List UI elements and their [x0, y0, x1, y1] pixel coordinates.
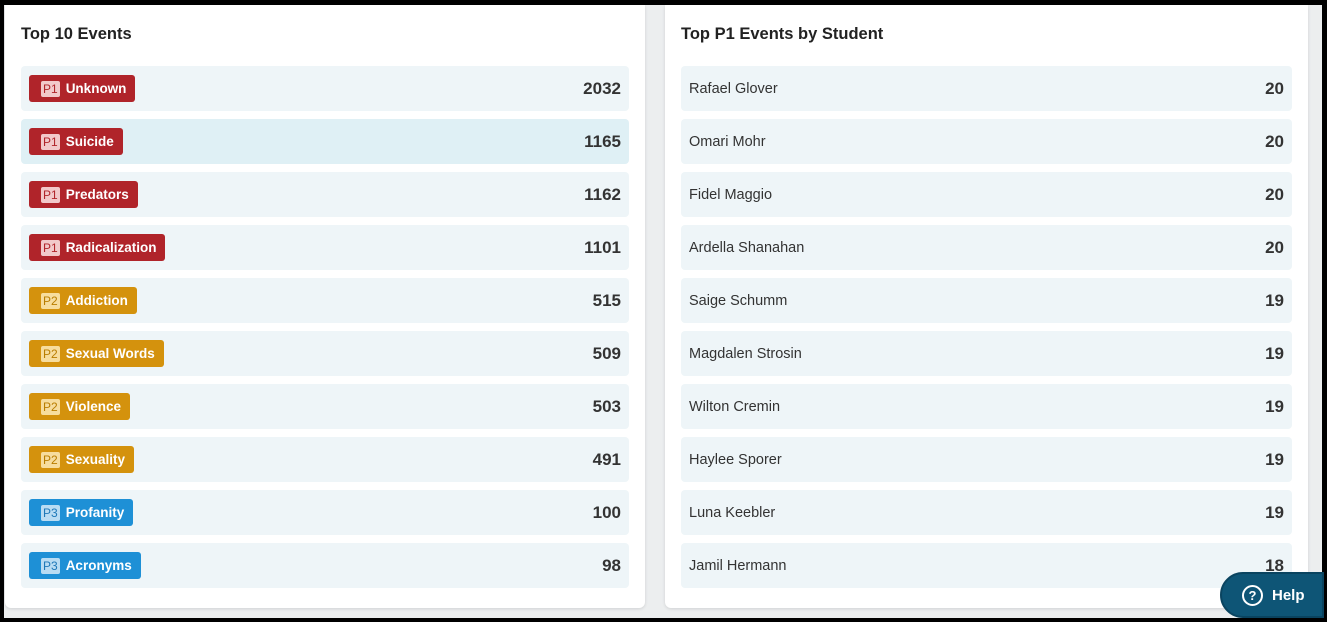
event-label: Violence [65, 399, 121, 414]
priority-tag: P2 [41, 398, 60, 415]
panel-title: Top 10 Events [21, 25, 132, 43]
event-count: 1101 [584, 237, 621, 257]
student-row[interactable]: Luna Keebler 19 [681, 490, 1292, 535]
event-label: Profanity [65, 505, 125, 520]
student-count: 19 [1265, 449, 1284, 469]
event-badge[interactable]: P2 Sexual Words [29, 340, 164, 367]
event-badge[interactable]: P2 Violence [29, 393, 130, 420]
student-count: 18 [1265, 555, 1284, 575]
event-row[interactable]: P2 Addiction 515 [21, 278, 629, 323]
student-name: Omari Mohr [689, 133, 766, 150]
student-row[interactable]: Ardella Shanahan 20 [681, 225, 1292, 270]
event-row[interactable]: P1 Predators 1162 [21, 172, 629, 217]
event-count: 509 [592, 343, 621, 363]
event-badge[interactable]: P3 Acronyms [29, 552, 141, 579]
student-row[interactable]: Omari Mohr 20 [681, 119, 1292, 164]
student-row[interactable]: Magdalen Strosin 19 [681, 331, 1292, 376]
student-name: Saige Schumm [689, 292, 788, 309]
top-events-list: P1 Unknown 2032 P1 Suicide 1165 P1 Predator… [21, 66, 629, 596]
top-events-panel: Top 10 Events P1 Unknown 2032 P1 Suicide 1… [5, 5, 645, 608]
priority-tag: P3 [41, 557, 60, 574]
event-label: Sexuality [65, 452, 125, 467]
event-row[interactable]: P1 Suicide 1165 [21, 119, 629, 164]
event-count: 1165 [584, 131, 621, 151]
event-row[interactable]: P2 Sexual Words 509 [21, 331, 629, 376]
help-button[interactable]: ? Help [1220, 572, 1324, 618]
event-label: Unknown [65, 81, 127, 96]
event-count: 491 [592, 449, 621, 469]
event-count: 515 [592, 290, 621, 310]
priority-tag: P2 [41, 292, 60, 309]
student-row[interactable]: Saige Schumm 19 [681, 278, 1292, 323]
event-row[interactable]: P1 Radicalization 1101 [21, 225, 629, 270]
student-name: Fidel Maggio [689, 186, 773, 203]
student-row[interactable]: Jamil Hermann 18 [681, 543, 1292, 588]
event-badge[interactable]: P1 Predators [29, 181, 138, 208]
student-count: 20 [1265, 131, 1284, 151]
priority-tag: P1 [41, 186, 60, 203]
student-count: 19 [1265, 290, 1284, 310]
priority-tag: P1 [41, 239, 60, 256]
panel-title: Top P1 Events by Student [681, 25, 884, 43]
student-count: 19 [1265, 343, 1284, 363]
student-count: 20 [1265, 184, 1284, 204]
student-name: Luna Keebler [689, 504, 776, 521]
student-name: Rafael Glover [689, 80, 778, 97]
priority-tag: P2 [41, 451, 60, 468]
student-row[interactable]: Haylee Sporer 19 [681, 437, 1292, 482]
student-row[interactable]: Rafael Glover 20 [681, 66, 1292, 111]
top-students-panel: Top P1 Events by Student Rafael Glover 2… [665, 5, 1308, 608]
dashboard-frame: Top 10 Events P1 Unknown 2032 P1 Suicide 1… [4, 5, 1322, 618]
top-students-list: Rafael Glover 20 Omari Mohr 20 Fidel Mag… [681, 66, 1292, 596]
event-badge[interactable]: P1 Suicide [29, 128, 123, 155]
event-label: Sexual Words [65, 346, 155, 361]
student-name: Wilton Cremin [689, 398, 781, 415]
event-row[interactable]: P1 Unknown 2032 [21, 66, 629, 111]
event-count: 503 [592, 396, 621, 416]
priority-tag: P3 [41, 504, 60, 521]
event-badge[interactable]: P2 Addiction [29, 287, 137, 314]
event-row[interactable]: P3 Profanity 100 [21, 490, 629, 535]
event-badge[interactable]: P1 Unknown [29, 75, 136, 102]
event-label: Predators [65, 187, 129, 202]
priority-tag: P1 [41, 80, 60, 97]
student-count: 19 [1265, 396, 1284, 416]
event-label: Addiction [65, 293, 128, 308]
priority-tag: P1 [41, 133, 60, 150]
event-label: Radicalization [65, 240, 157, 255]
student-name: Ardella Shanahan [689, 239, 805, 256]
student-count: 19 [1265, 502, 1284, 522]
help-label: Help [1272, 586, 1305, 604]
student-name: Haylee Sporer [689, 451, 782, 468]
question-circle-icon: ? [1242, 584, 1263, 606]
event-row[interactable]: P2 Sexuality 491 [21, 437, 629, 482]
student-count: 20 [1265, 237, 1284, 257]
student-name: Magdalen Strosin [689, 345, 802, 362]
student-count: 20 [1265, 78, 1284, 98]
priority-tag: P2 [41, 345, 60, 362]
event-label: Acronyms [65, 558, 132, 573]
event-count: 98 [602, 555, 621, 575]
event-badge[interactable]: P3 Profanity [29, 499, 134, 526]
event-badge[interactable]: P2 Sexuality [29, 446, 134, 473]
student-name: Jamil Hermann [689, 557, 787, 574]
event-count: 100 [592, 502, 621, 522]
event-count: 2032 [583, 78, 621, 98]
event-badge[interactable]: P1 Radicalization [29, 234, 166, 261]
event-label: Suicide [65, 134, 114, 149]
event-count: 1162 [584, 184, 621, 204]
event-row[interactable]: P2 Violence 503 [21, 384, 629, 429]
student-row[interactable]: Fidel Maggio 20 [681, 172, 1292, 217]
student-row[interactable]: Wilton Cremin 19 [681, 384, 1292, 429]
event-row[interactable]: P3 Acronyms 98 [21, 543, 629, 588]
